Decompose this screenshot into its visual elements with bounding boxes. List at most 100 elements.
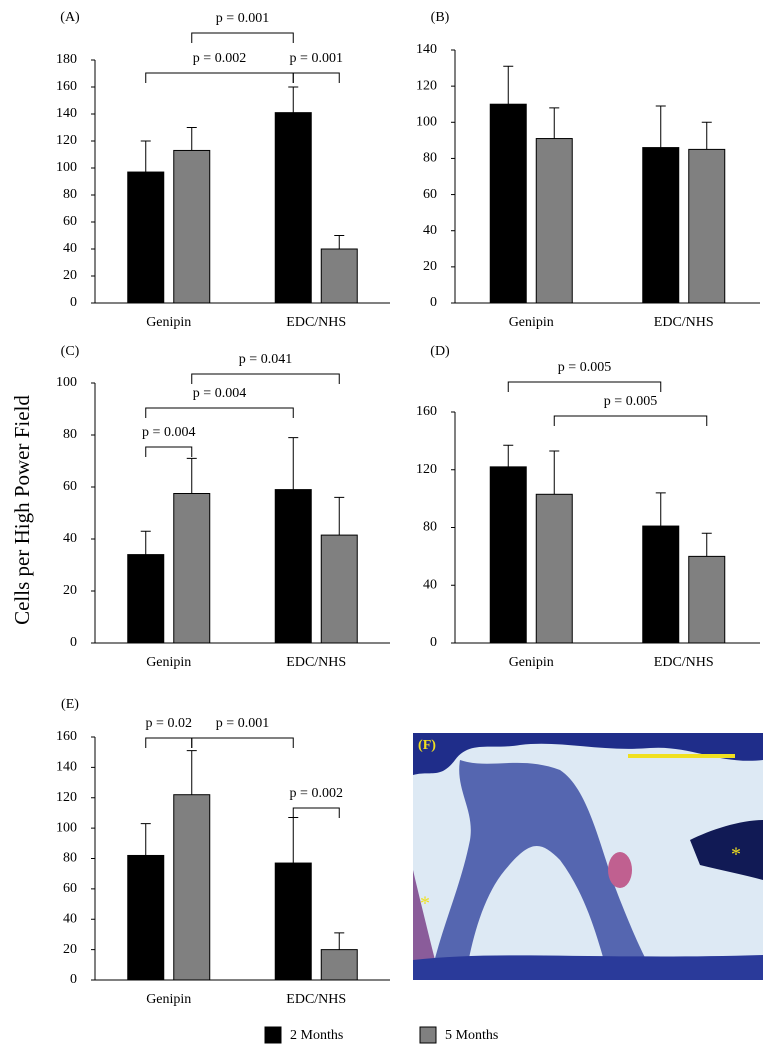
x-tick-label: Genipin <box>146 315 191 330</box>
legend-label: 2 Months <box>290 1028 343 1043</box>
significance-bracket <box>292 72 340 83</box>
error-bar <box>655 492 666 527</box>
y-tick-label: 120 <box>56 790 77 805</box>
y-tick-label: 60 <box>63 479 77 494</box>
y-tick-label: 120 <box>416 462 437 477</box>
y-tick-label: 80 <box>423 520 437 535</box>
y-tick-label: 100 <box>416 115 437 130</box>
y-tick-label: 140 <box>416 42 437 57</box>
x-tick-label: EDC/NHS <box>654 655 714 670</box>
significance-bracket <box>553 415 708 426</box>
panel-label: (C) <box>61 344 80 359</box>
y-tick-label: 100 <box>56 820 77 835</box>
marker: * <box>420 893 430 915</box>
x-tick-label: Genipin <box>146 992 191 1007</box>
bar <box>173 794 211 981</box>
error-bar <box>186 457 197 494</box>
bar <box>127 171 165 304</box>
y-tick-label: 140 <box>56 760 77 775</box>
bar <box>320 248 358 304</box>
y-tick-label: 0 <box>430 295 437 310</box>
error-bar <box>334 235 345 249</box>
p-value: p = 0.001 <box>216 11 269 26</box>
y-tick-label: 0 <box>430 635 437 650</box>
y-tick-label: 80 <box>63 187 77 202</box>
error-bar <box>140 823 151 856</box>
y-tick-label: 120 <box>416 78 437 93</box>
y-tick-label: 20 <box>63 942 77 957</box>
x-tick-label: EDC/NHS <box>286 315 346 330</box>
error-bar <box>186 127 197 151</box>
bar <box>535 138 573 304</box>
x-tick-label: Genipin <box>509 655 554 670</box>
marker: * <box>731 844 741 866</box>
tissue <box>690 820 763 880</box>
p-value: p = 0.004 <box>193 386 246 401</box>
y-tick-label: 160 <box>416 404 437 419</box>
error-bar <box>334 496 345 536</box>
significance-bracket <box>145 446 193 457</box>
y-tick-label: 0 <box>70 635 77 650</box>
legend-swatch <box>264 1026 282 1044</box>
error-bar <box>549 107 560 139</box>
y-tick-label: 20 <box>63 268 77 283</box>
bar <box>127 554 165 644</box>
error-bar <box>288 86 299 113</box>
y-tick-label: 0 <box>70 972 77 987</box>
p-value: p = 0.004 <box>142 425 195 440</box>
p-value: p = 0.041 <box>239 352 292 367</box>
y-tick-label: 40 <box>63 531 77 546</box>
y-tick-label: 40 <box>423 577 437 592</box>
histology-image: (F) * * <box>413 733 763 980</box>
significance-bracket <box>191 373 340 384</box>
tissue <box>413 733 763 775</box>
tissue <box>413 870 440 980</box>
error-bar <box>288 816 299 864</box>
p-value: p = 0.001 <box>216 716 269 731</box>
significance-bracket <box>191 32 294 43</box>
x-tick-label: Genipin <box>146 655 191 670</box>
bar <box>535 493 573 644</box>
bar <box>173 493 211 644</box>
panel-label: (F) <box>418 738 436 753</box>
y-tick-label: 100 <box>56 375 77 390</box>
significance-bracket <box>507 381 662 392</box>
panel-label: (B) <box>431 10 450 25</box>
x-tick-label: EDC/NHS <box>654 315 714 330</box>
error-bar <box>503 65 514 105</box>
y-tick-label: 20 <box>63 583 77 598</box>
p-value: p = 0.005 <box>604 394 657 409</box>
significance-bracket <box>191 737 294 748</box>
y-tick-label: 60 <box>423 187 437 202</box>
bar <box>274 112 312 304</box>
bar <box>688 148 726 304</box>
y-tick-label: 40 <box>423 223 437 238</box>
bar <box>642 147 680 304</box>
p-value: p = 0.001 <box>290 51 343 66</box>
bar <box>642 525 680 644</box>
bar <box>320 949 358 981</box>
y-tick-label: 100 <box>56 160 77 175</box>
significance-bracket <box>145 737 193 748</box>
bar <box>489 466 527 644</box>
bar <box>173 149 211 304</box>
error-bar <box>549 450 560 495</box>
tissue <box>430 760 660 980</box>
x-tick-label: EDC/NHS <box>286 655 346 670</box>
error-bar <box>701 532 712 557</box>
significance-bracket <box>145 72 294 83</box>
y-tick-label: 80 <box>63 427 77 442</box>
y-tick-label: 80 <box>63 851 77 866</box>
x-tick-label: Genipin <box>509 315 554 330</box>
y-tick-label: 140 <box>56 106 77 121</box>
error-bar <box>334 932 345 950</box>
significance-bracket <box>145 407 294 418</box>
error-bar <box>503 444 514 467</box>
significance-bracket <box>292 807 340 818</box>
y-tick-label: 60 <box>63 214 77 229</box>
panel-label: (D) <box>430 344 450 359</box>
y-tick-label: 80 <box>423 151 437 166</box>
error-bar <box>140 530 151 555</box>
tissue <box>413 955 763 980</box>
p-value: p = 0.002 <box>290 786 343 801</box>
